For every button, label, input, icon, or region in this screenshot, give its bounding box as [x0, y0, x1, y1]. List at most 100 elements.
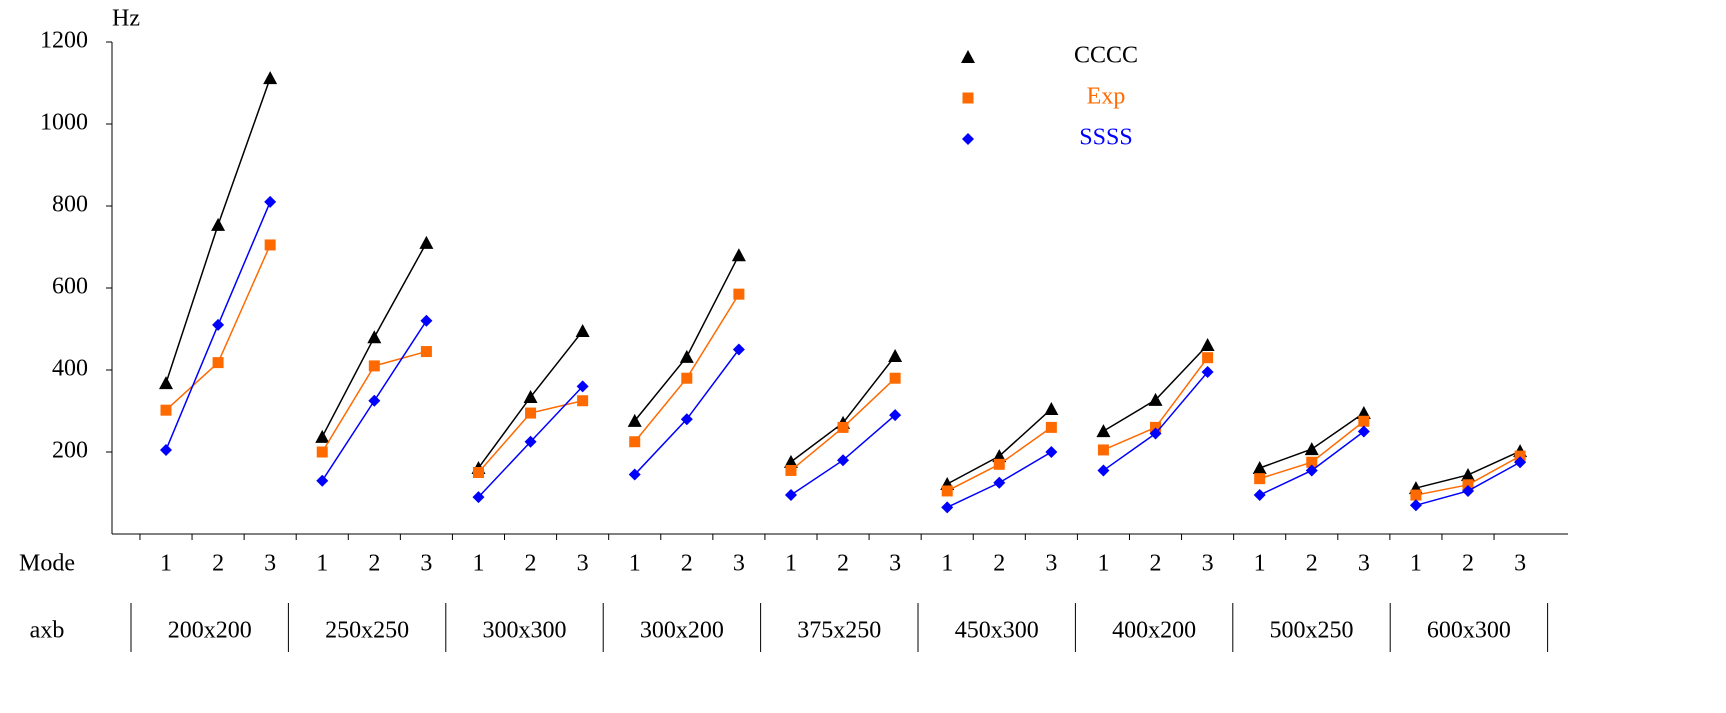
- data-point: [1410, 489, 1422, 501]
- data-point: [1304, 442, 1319, 456]
- data-point: [679, 349, 694, 363]
- data-point: [889, 409, 902, 422]
- group-label: 250x250: [325, 618, 409, 644]
- group-label: 450x300: [955, 618, 1039, 644]
- x-tick-label: 2: [681, 551, 693, 577]
- y-tick-label: 200: [52, 438, 88, 464]
- x-axis-label: Mode: [19, 551, 75, 577]
- y-axis-label: Hz: [112, 6, 140, 32]
- data-point: [577, 395, 589, 407]
- data-point: [368, 394, 381, 407]
- data-point: [783, 454, 798, 468]
- data-point: [681, 372, 693, 384]
- data-point: [420, 346, 432, 358]
- series-line: [634, 349, 740, 476]
- x-tick-label: 1: [941, 551, 953, 577]
- series-line: [634, 254, 740, 422]
- x-tick-label: 2: [837, 551, 849, 577]
- data-point: [316, 446, 328, 458]
- data-point: [1306, 456, 1318, 468]
- x-tick-label: 1: [160, 551, 172, 577]
- x-tick-label: 2: [525, 551, 537, 577]
- x-tick-label: 2: [368, 551, 380, 577]
- x-tick-label: 3: [577, 551, 589, 577]
- data-point: [1252, 460, 1267, 474]
- data-point: [575, 324, 590, 338]
- group-label: 200x200: [168, 618, 252, 644]
- data-point: [1097, 444, 1109, 456]
- data-point: [1514, 450, 1526, 462]
- legend-marker: [961, 50, 975, 63]
- data-point: [1096, 424, 1111, 438]
- data-point: [1150, 421, 1162, 433]
- x-tick-label: 1: [472, 551, 484, 577]
- x-tick-label: 1: [1254, 551, 1266, 577]
- x-tick-label: 1: [629, 551, 641, 577]
- legend-label: SSSS: [1079, 125, 1132, 151]
- data-point: [1462, 479, 1474, 491]
- series-line: [790, 355, 896, 463]
- x-tick-label: 3: [889, 551, 901, 577]
- data-point: [160, 443, 172, 456]
- x-tick-label: 2: [1462, 551, 1474, 577]
- data-point: [1461, 467, 1475, 481]
- group-label: 375x250: [797, 618, 881, 644]
- series-line: [946, 408, 1052, 485]
- data-point: [525, 407, 537, 419]
- group-label: 300x300: [483, 618, 567, 644]
- data-point: [1253, 489, 1266, 502]
- x-tick-label: 2: [1306, 551, 1318, 577]
- data-point: [837, 421, 849, 433]
- data-point: [993, 476, 1006, 489]
- data-point: [628, 468, 641, 481]
- data-point: [1201, 366, 1214, 379]
- group-label: 600x300: [1427, 618, 1511, 644]
- data-point: [1358, 415, 1370, 427]
- x-tick-label: 1: [316, 551, 328, 577]
- data-point: [264, 195, 277, 208]
- data-point: [472, 467, 484, 478]
- data-point: [941, 485, 953, 497]
- data-point: [888, 349, 903, 363]
- data-point: [524, 435, 537, 448]
- x-tick-label: 3: [264, 551, 276, 577]
- x-tick-label: 3: [420, 551, 432, 577]
- data-point: [264, 239, 276, 251]
- y-tick-label: 1200: [40, 28, 88, 54]
- y-tick-label: 600: [52, 274, 88, 300]
- data-point: [160, 404, 172, 416]
- legend-label: CCCC: [1074, 43, 1138, 69]
- group-label: 400x200: [1112, 618, 1196, 644]
- data-point: [1045, 421, 1057, 433]
- group-label: 300x200: [640, 618, 724, 644]
- series-line: [1103, 344, 1209, 432]
- data-point: [1202, 352, 1214, 364]
- x-tick-label: 1: [785, 551, 797, 577]
- y-tick-label: 800: [52, 192, 88, 218]
- data-point: [1514, 456, 1527, 469]
- data-point: [159, 376, 173, 390]
- data-point: [523, 390, 538, 404]
- data-point: [367, 330, 382, 344]
- data-point: [1462, 484, 1474, 497]
- data-point: [680, 413, 693, 426]
- x-tick-label: 1: [1097, 551, 1109, 577]
- data-point: [1357, 425, 1370, 438]
- data-point: [1409, 499, 1422, 512]
- data-point: [731, 248, 746, 262]
- x-tick-label: 3: [1514, 551, 1526, 577]
- y-tick-label: 1000: [40, 110, 88, 136]
- x-tick-label: 2: [212, 551, 224, 577]
- legend-marker: [962, 92, 974, 104]
- x-tick-label: 2: [993, 551, 1005, 577]
- data-point: [211, 217, 226, 231]
- data-point: [1200, 337, 1215, 351]
- data-point: [1149, 427, 1162, 440]
- data-point: [1148, 392, 1163, 406]
- data-point: [420, 314, 433, 327]
- group-axis-label: axb: [30, 618, 65, 644]
- x-tick-label: 3: [1202, 551, 1214, 577]
- x-tick-label: 3: [1045, 551, 1057, 577]
- x-tick-label: 2: [1150, 551, 1162, 577]
